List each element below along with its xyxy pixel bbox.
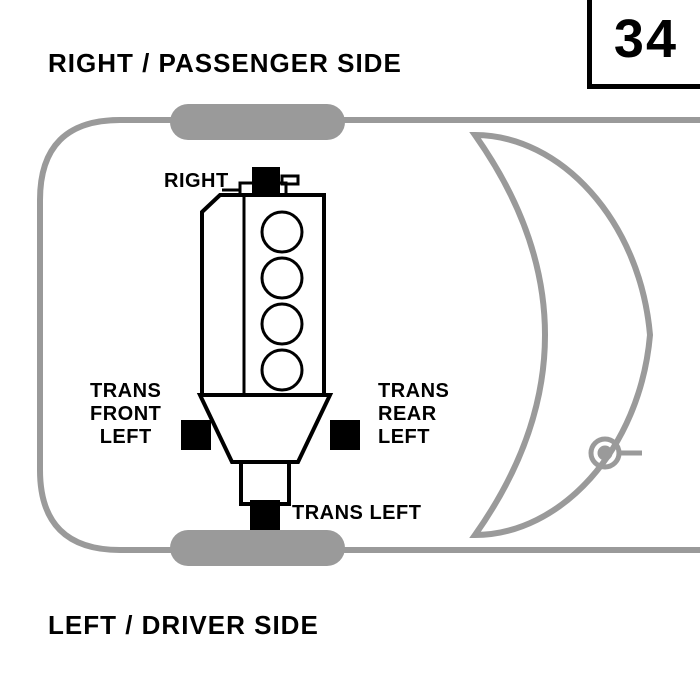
car-body-outline [40,120,700,550]
mount-right [252,167,280,195]
label-mount-trans-front-left: TRANSFRONTLEFT [90,380,161,449]
mount-trans-front-left [181,420,211,450]
engine-assembly [200,176,330,504]
mount-trans-left [250,500,280,530]
label-mount-trans-rear-left: TRANSREARLEFT [378,380,449,449]
wheel-top [170,104,345,140]
windshield-outline [475,135,650,535]
wheel-bottom [170,530,345,566]
car-diagram-svg [0,0,700,700]
label-mount-trans-left: TRANS LEFT [292,502,421,525]
diagram-stage: 34 RIGHT / PASSENGER SIDE LEFT / DRIVER … [0,0,700,700]
door-handle-icon [591,439,642,467]
mount-trans-rear-left [330,420,360,450]
label-mount-right: RIGHT [164,170,229,193]
